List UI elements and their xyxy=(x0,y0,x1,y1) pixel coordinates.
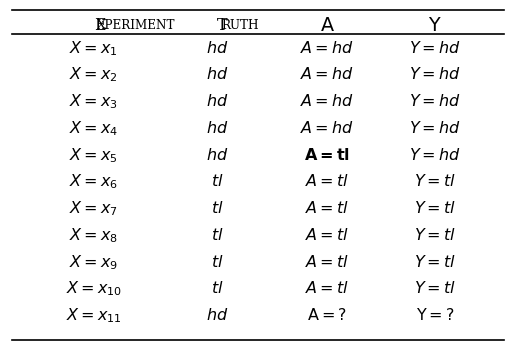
Text: $A = tl$: $A = tl$ xyxy=(305,200,349,217)
Text: $Y = hd$: $Y = hd$ xyxy=(409,93,461,110)
Text: $Y = tl$: $Y = tl$ xyxy=(414,254,456,271)
Text: $hd$: $hd$ xyxy=(206,147,228,164)
Text: $Y = tl$: $Y = tl$ xyxy=(414,227,456,244)
Text: $Y = hd$: $Y = hd$ xyxy=(409,66,461,84)
Text: $A = tl$: $A = tl$ xyxy=(305,254,349,271)
Text: $Y = tl$: $Y = tl$ xyxy=(414,280,456,298)
Text: E: E xyxy=(94,17,105,34)
Text: $tl$: $tl$ xyxy=(211,280,223,298)
Text: $X = x_5$: $X = x_5$ xyxy=(69,146,118,164)
Text: $X = x_9$: $X = x_9$ xyxy=(69,253,118,272)
Text: RUTH: RUTH xyxy=(221,19,259,32)
Text: $Y = hd$: $Y = hd$ xyxy=(409,40,461,57)
Text: $X = x_8$: $X = x_8$ xyxy=(69,226,118,245)
Text: $Y = tl$: $Y = tl$ xyxy=(414,200,456,217)
Text: $A = tl$: $A = tl$ xyxy=(305,280,349,298)
Text: $tl$: $tl$ xyxy=(211,200,223,217)
Text: $A = hd$: $A = hd$ xyxy=(300,40,354,57)
Text: $A = tl$: $A = tl$ xyxy=(305,227,349,244)
Text: $Y = hd$: $Y = hd$ xyxy=(409,147,461,164)
Text: $Y = tl$: $Y = tl$ xyxy=(414,174,456,190)
Text: $tl$: $tl$ xyxy=(211,227,223,244)
Text: $hd$: $hd$ xyxy=(206,307,228,324)
Text: $X = x_{10}$: $X = x_{10}$ xyxy=(66,280,122,298)
Text: $hd$: $hd$ xyxy=(206,66,228,84)
Text: $X = x_2$: $X = x_2$ xyxy=(70,66,118,84)
Text: $hd$: $hd$ xyxy=(206,93,228,110)
Text: $\mathrm{Y}$: $\mathrm{Y}$ xyxy=(428,17,442,35)
Text: $X = x_{11}$: $X = x_{11}$ xyxy=(66,306,122,325)
Text: $A = hd$: $A = hd$ xyxy=(300,120,354,137)
Text: $hd$: $hd$ xyxy=(206,120,228,137)
Text: $A = tl$: $A = tl$ xyxy=(305,174,349,190)
Text: $hd$: $hd$ xyxy=(206,40,228,57)
Text: $\mathrm{Y{=}?}$: $\mathrm{Y{=}?}$ xyxy=(416,307,455,324)
Text: $X = x_4$: $X = x_4$ xyxy=(69,119,118,138)
Text: $\mathrm{A{=}?}$: $\mathrm{A{=}?}$ xyxy=(308,307,347,324)
Text: $A = hd$: $A = hd$ xyxy=(300,93,354,110)
Text: XPERIMENT: XPERIMENT xyxy=(98,19,176,32)
Text: $tl$: $tl$ xyxy=(211,254,223,271)
Text: $\mathrm{A}$: $\mathrm{A}$ xyxy=(320,17,335,35)
Text: $\mathbf{A = tl}$: $\mathbf{A = tl}$ xyxy=(304,147,350,164)
Text: $tl$: $tl$ xyxy=(211,174,223,190)
Text: $Y = hd$: $Y = hd$ xyxy=(409,120,461,137)
Text: $X = x_1$: $X = x_1$ xyxy=(70,39,118,58)
Text: T: T xyxy=(217,17,228,34)
Text: $X = x_7$: $X = x_7$ xyxy=(69,199,118,218)
Text: $X = x_3$: $X = x_3$ xyxy=(69,92,118,111)
Text: $X = x_6$: $X = x_6$ xyxy=(69,173,118,191)
Text: $A = hd$: $A = hd$ xyxy=(300,66,354,84)
